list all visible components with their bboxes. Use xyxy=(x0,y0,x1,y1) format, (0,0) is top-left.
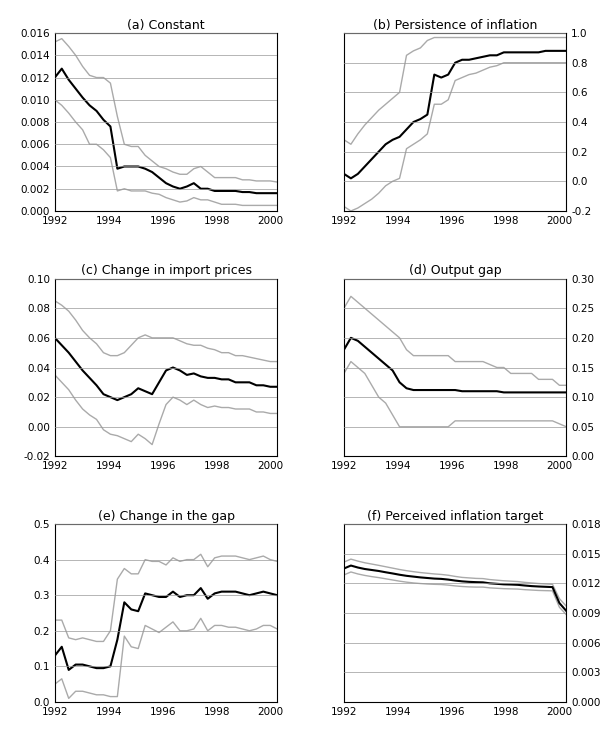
Title: (b) Persistence of inflation: (b) Persistence of inflation xyxy=(373,19,537,32)
Title: (d) Output gap: (d) Output gap xyxy=(409,265,501,277)
Title: (a) Constant: (a) Constant xyxy=(127,19,205,32)
Title: (f) Perceived inflation target: (f) Perceived inflation target xyxy=(367,510,543,523)
Title: (e) Change in the gap: (e) Change in the gap xyxy=(97,510,234,523)
Title: (c) Change in import prices: (c) Change in import prices xyxy=(80,265,252,277)
